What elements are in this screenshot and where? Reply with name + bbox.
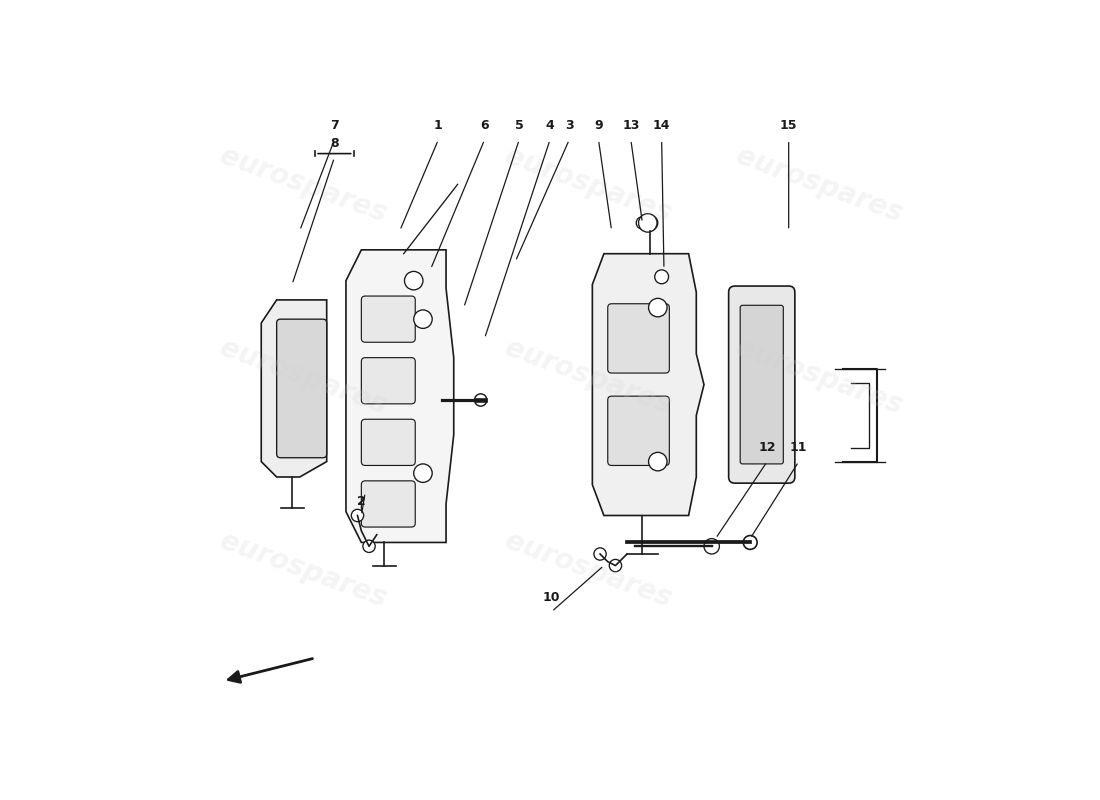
Text: 5: 5 — [515, 119, 524, 132]
FancyBboxPatch shape — [607, 396, 669, 466]
Text: eurospares: eurospares — [217, 526, 390, 613]
FancyBboxPatch shape — [361, 296, 416, 342]
Polygon shape — [345, 250, 453, 542]
FancyBboxPatch shape — [361, 419, 416, 466]
Circle shape — [649, 452, 667, 471]
Text: 4: 4 — [546, 119, 554, 132]
Text: 3: 3 — [565, 119, 573, 132]
Circle shape — [744, 535, 757, 550]
Text: 7: 7 — [330, 119, 339, 132]
Circle shape — [414, 310, 432, 328]
Polygon shape — [262, 300, 327, 477]
FancyBboxPatch shape — [277, 319, 327, 458]
Text: 8: 8 — [330, 137, 339, 150]
Text: eurospares: eurospares — [502, 526, 675, 613]
Circle shape — [638, 214, 657, 232]
Text: 11: 11 — [790, 441, 807, 454]
Polygon shape — [592, 254, 704, 515]
FancyBboxPatch shape — [607, 304, 669, 373]
Circle shape — [594, 548, 606, 560]
Circle shape — [609, 559, 622, 572]
FancyBboxPatch shape — [740, 306, 783, 464]
Text: eurospares: eurospares — [217, 142, 390, 227]
FancyBboxPatch shape — [361, 358, 416, 404]
Circle shape — [363, 540, 375, 553]
Text: 10: 10 — [542, 591, 560, 604]
Text: 13: 13 — [623, 119, 639, 132]
Text: eurospares: eurospares — [217, 334, 390, 420]
Text: eurospares: eurospares — [733, 334, 906, 420]
Text: 2: 2 — [358, 494, 365, 508]
Circle shape — [642, 215, 658, 230]
Text: eurospares: eurospares — [502, 142, 675, 227]
Text: 12: 12 — [758, 441, 776, 454]
Text: 9: 9 — [594, 119, 603, 132]
Circle shape — [414, 464, 432, 482]
Text: 1: 1 — [434, 119, 442, 132]
Circle shape — [405, 271, 424, 290]
Circle shape — [704, 538, 719, 554]
Text: 15: 15 — [780, 119, 798, 132]
Text: eurospares: eurospares — [733, 142, 906, 227]
FancyBboxPatch shape — [361, 481, 416, 527]
Text: eurospares: eurospares — [502, 334, 675, 420]
Circle shape — [351, 510, 364, 522]
Circle shape — [649, 298, 667, 317]
Circle shape — [474, 394, 487, 406]
FancyBboxPatch shape — [728, 286, 795, 483]
Text: 6: 6 — [481, 119, 488, 132]
Circle shape — [654, 270, 669, 284]
Text: 14: 14 — [653, 119, 670, 132]
Circle shape — [636, 217, 649, 229]
